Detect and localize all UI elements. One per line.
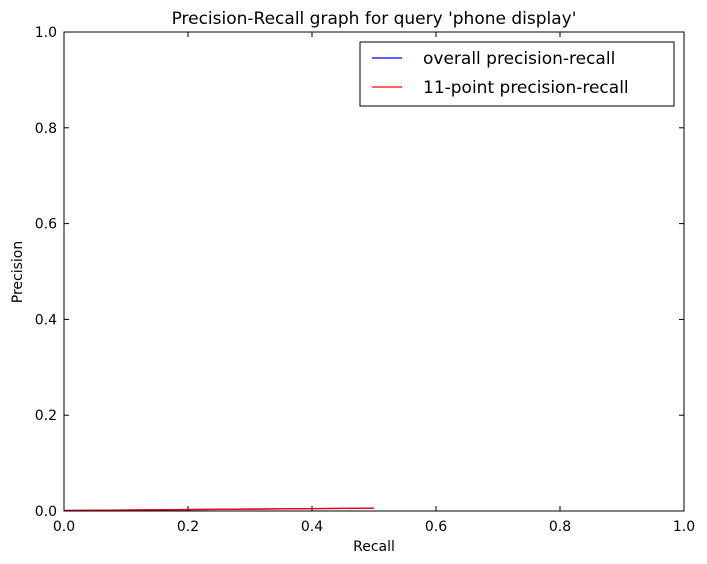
legend-label-11-point: 11-point precision-recall: [423, 78, 629, 98]
y-tick-label-4: 0.8: [35, 121, 57, 137]
x-tick-label-0: 0.0: [53, 519, 75, 535]
series-line-1: [63, 507, 375, 512]
x-tick-label-3: 0.6: [425, 519, 447, 535]
y-tick-label-5: 1.0: [35, 25, 57, 41]
legend-box: [359, 41, 675, 107]
x-axis-label: Recall: [353, 539, 395, 555]
plot-frame: [63, 31, 685, 512]
x-tick-label-2: 0.4: [301, 519, 323, 535]
y-tick-label-2: 0.4: [35, 312, 57, 328]
y-tick-label-1: 0.2: [35, 408, 57, 424]
x-tick-label-4: 0.8: [549, 519, 571, 535]
x-tick-label-5: 1.0: [673, 519, 695, 535]
y-axis-label: Precision: [10, 241, 26, 303]
x-tick-label-1: 0.2: [177, 519, 199, 535]
legend: overall precision-recall 11-point precis…: [359, 41, 675, 107]
y-tick-label-3: 0.6: [35, 217, 57, 233]
chart-title: Precision-Recall graph for query 'phone …: [172, 9, 577, 29]
legend-label-overall: overall precision-recall: [423, 49, 615, 69]
y-tick-label-0: 0.0: [35, 504, 57, 520]
